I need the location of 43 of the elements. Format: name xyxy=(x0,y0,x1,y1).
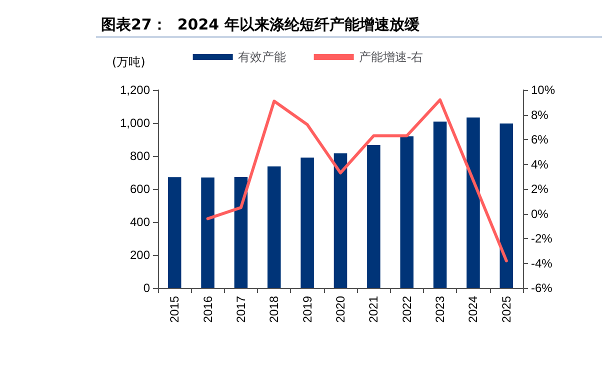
bar xyxy=(500,123,514,288)
x-tick-label: 2021 xyxy=(366,296,381,323)
y-tick-label: 800 xyxy=(130,149,150,163)
line-series xyxy=(206,98,508,262)
y2-tick-label: -2% xyxy=(531,232,553,246)
x-tick-label: 2017 xyxy=(234,296,248,323)
bar xyxy=(268,166,281,288)
y2-tick-label: -4% xyxy=(531,256,553,270)
x-tick-label: 2022 xyxy=(400,296,414,323)
x-tick-label: 2019 xyxy=(300,296,314,323)
x-tick-label: 2020 xyxy=(334,296,348,323)
bar xyxy=(334,153,348,288)
bar xyxy=(367,144,380,288)
y-tick-label: 200 xyxy=(130,248,150,262)
x-tick-label: 2016 xyxy=(200,296,215,323)
bar xyxy=(466,118,480,288)
y2-tick-label: 2% xyxy=(531,182,549,196)
y2-tick-label: 8% xyxy=(531,108,549,122)
y-tick-label: 1,200 xyxy=(120,83,150,97)
legend-label: 有效产能 xyxy=(238,50,286,64)
y-tick-label: 600 xyxy=(130,182,150,196)
y-tick-label: 400 xyxy=(130,215,150,229)
bar xyxy=(201,177,214,288)
y2-tick-label: -6% xyxy=(531,281,553,295)
bar xyxy=(300,158,314,288)
x-tick-label: 2025 xyxy=(499,296,514,323)
bar xyxy=(168,177,182,288)
y2-tick-label: 6% xyxy=(531,132,549,146)
y-axis-title: (万吨) xyxy=(112,55,146,69)
y-tick-label: 0 xyxy=(143,281,150,295)
x-tick-label: 2023 xyxy=(433,296,448,323)
y-tick-label: 1,000 xyxy=(120,116,150,130)
chart-title: 图表27： 2024 年以来涤纶短纤产能增速放缓 xyxy=(101,16,420,34)
y2-tick-label: 4% xyxy=(531,157,549,172)
y2-tick-label: 10% xyxy=(531,83,556,97)
y2-tick-label: 0% xyxy=(531,206,549,221)
bar xyxy=(400,136,414,288)
bar xyxy=(234,176,248,288)
bar xyxy=(433,122,447,288)
x-tick-label: 2018 xyxy=(267,296,282,323)
x-tick-label: 2015 xyxy=(168,296,182,323)
legend-label: 产能增速-右 xyxy=(358,50,424,64)
x-tick-label: 2024 xyxy=(466,296,480,323)
